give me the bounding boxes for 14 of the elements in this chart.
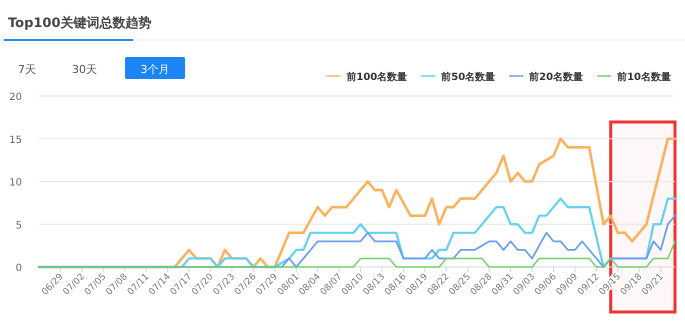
legend-label: 前10名数量 xyxy=(616,71,671,83)
y-tick-label: 15 xyxy=(9,134,22,146)
line-series xyxy=(38,214,676,268)
text: 30天 xyxy=(72,63,97,76)
chart-title: Top100关键词总数趋势 xyxy=(8,15,152,31)
legend-label: 前20名数量 xyxy=(528,71,584,83)
text: 7天 xyxy=(18,63,36,76)
y-tick-label: 0 xyxy=(16,263,22,274)
y-tick-label: 20 xyxy=(9,92,22,103)
text: 3个月 xyxy=(140,63,170,76)
legend-label: 前100名数量 xyxy=(345,71,408,83)
y-tick-label: 5 xyxy=(16,220,22,232)
y-tick-label: 10 xyxy=(9,178,22,188)
legend-label: 前50名数量 xyxy=(440,71,496,83)
